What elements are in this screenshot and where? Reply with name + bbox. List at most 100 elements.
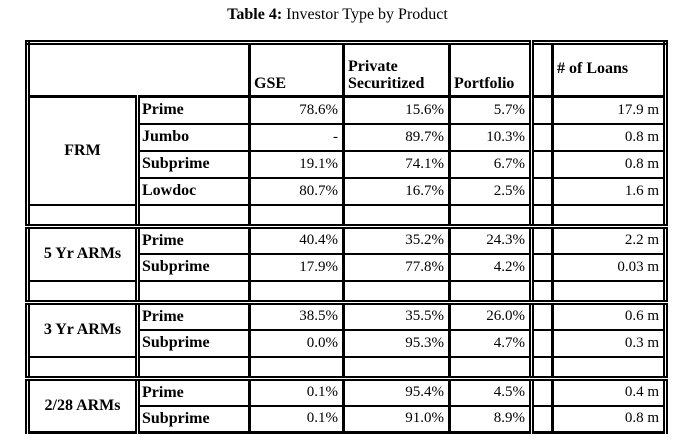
investor-type-table: GSE Private Securitized Portfolio # of L… — [25, 40, 668, 434]
loans-value: 0.8 m — [551, 149, 667, 179]
loans-value: 0.8 m — [551, 122, 667, 152]
spacer-cell — [26, 355, 139, 381]
header-gse: GSE — [248, 41, 345, 98]
portfolio-value: 4.5% — [448, 377, 533, 407]
portfolio-value: 6.7% — [448, 149, 533, 179]
spacer-cell — [529, 203, 554, 229]
gse-value: 0.0% — [248, 328, 345, 358]
private-securitized-value: 15.6% — [342, 95, 451, 125]
spacer-cell — [248, 203, 345, 229]
spacer-cell — [551, 203, 667, 229]
spacer-cell — [529, 355, 554, 381]
group-label-5yr-arms: 5 Yr ARMs — [26, 225, 139, 282]
gap-cell — [529, 328, 554, 358]
table-row: Subprime 17.9% 77.8% 4.2% 0.03 m — [28, 252, 667, 282]
section-spacer-row — [26, 203, 667, 229]
private-securitized-value: 95.3% — [342, 328, 451, 358]
gap-cell — [529, 252, 554, 282]
spacer-cell — [448, 279, 533, 305]
header-blank-cell — [26, 41, 251, 98]
gap-cell — [529, 225, 554, 255]
private-securitized-value: 77.8% — [342, 252, 451, 282]
page-title: Table 4: Investor Type by Product — [0, 6, 675, 24]
header-gap-cell — [529, 41, 554, 98]
spacer-cell — [26, 203, 139, 229]
portfolio-value: 4.2% — [448, 252, 533, 282]
spacer-cell — [448, 355, 533, 381]
loans-value: 0.03 m — [551, 252, 667, 282]
private-securitized-value: 35.2% — [342, 225, 451, 255]
table-row: Lowdoc 80.7% 16.7% 2.5% 1.6 m — [28, 176, 667, 206]
spacer-cell — [248, 279, 345, 305]
gse-value: 17.9% — [248, 252, 345, 282]
table-row: Subprime 0.1% 91.0% 8.9% 0.8 m — [28, 404, 667, 434]
gap-cell — [529, 377, 554, 407]
loans-value: 0.6 m — [551, 301, 667, 331]
header-loans: # of Loans — [551, 41, 667, 98]
product-label: Lowdoc — [135, 176, 251, 206]
portfolio-value: 8.9% — [448, 404, 533, 434]
product-label: Prime — [135, 225, 251, 255]
portfolio-value: 26.0% — [448, 301, 533, 331]
private-securitized-value: 89.7% — [342, 122, 451, 152]
private-securitized-value: 35.5% — [342, 301, 451, 331]
loans-value: 0.3 m — [551, 328, 667, 358]
portfolio-value: 24.3% — [448, 225, 533, 255]
spacer-cell — [26, 279, 139, 305]
private-securitized-value: 16.7% — [342, 176, 451, 206]
table-row: Subprime 19.1% 74.1% 6.7% 0.8 m — [28, 149, 667, 179]
gap-cell — [529, 149, 554, 179]
spacer-cell — [342, 203, 451, 229]
private-securitized-value: 91.0% — [342, 404, 451, 434]
header-portfolio: Portfolio — [448, 41, 533, 98]
table-row: Subprime 0.0% 95.3% 4.7% 0.3 m — [28, 328, 667, 358]
table-row: Jumbo - 89.7% 10.3% 0.8 m — [28, 122, 667, 152]
gap-cell — [529, 404, 554, 434]
gap-cell — [529, 95, 554, 125]
product-label: Subprime — [135, 149, 251, 179]
header-row: GSE Private Securitized Portfolio # of L… — [26, 41, 667, 98]
loans-value: 0.4 m — [551, 377, 667, 407]
spacer-cell — [551, 279, 667, 305]
private-securitized-value: 95.4% — [342, 377, 451, 407]
gap-cell — [529, 122, 554, 152]
spacer-cell — [342, 355, 451, 381]
gse-value: 38.5% — [248, 301, 345, 331]
loans-value: 17.9 m — [551, 95, 667, 125]
loans-value: 0.8 m — [551, 404, 667, 434]
product-label: Jumbo — [135, 122, 251, 152]
table-row: 2/28 ARMs Prime 0.1% 95.4% 4.5% 0.4 m — [26, 377, 667, 434]
group-label-3yr-arms: 3 Yr ARMs — [26, 301, 139, 358]
gse-value: 0.1% — [248, 404, 345, 434]
spacer-cell — [448, 203, 533, 229]
group-label-frm: FRM — [26, 95, 139, 206]
product-label: Prime — [135, 301, 251, 331]
portfolio-value: 2.5% — [448, 176, 533, 206]
loans-value: 2.2 m — [551, 225, 667, 255]
gse-value: 19.1% — [248, 149, 345, 179]
spacer-cell — [248, 355, 345, 381]
product-label: Prime — [135, 95, 251, 125]
product-label: Subprime — [135, 328, 251, 358]
spacer-cell — [135, 203, 251, 229]
table-row: FRM Prime 78.6% 15.6% 5.7% 17.9 m — [26, 95, 667, 206]
gse-value: - — [248, 122, 345, 152]
gse-value: 0.1% — [248, 377, 345, 407]
gse-value: 40.4% — [248, 225, 345, 255]
product-label: Prime — [135, 377, 251, 407]
portfolio-value: 10.3% — [448, 122, 533, 152]
gap-cell — [529, 176, 554, 206]
loans-value: 1.6 m — [551, 176, 667, 206]
table-row: 5 Yr ARMs Prime 40.4% 35.2% 24.3% 2.2 m — [26, 225, 667, 282]
product-label: Subprime — [135, 252, 251, 282]
private-securitized-value: 74.1% — [342, 149, 451, 179]
section-spacer-row — [26, 355, 667, 381]
spacer-cell — [551, 355, 667, 381]
spacer-cell — [342, 279, 451, 305]
spacer-cell — [529, 279, 554, 305]
group-label-228-arms: 2/28 ARMs — [26, 377, 139, 434]
gse-value: 78.6% — [248, 95, 345, 125]
section-spacer-row — [26, 279, 667, 305]
spacer-cell — [135, 355, 251, 381]
